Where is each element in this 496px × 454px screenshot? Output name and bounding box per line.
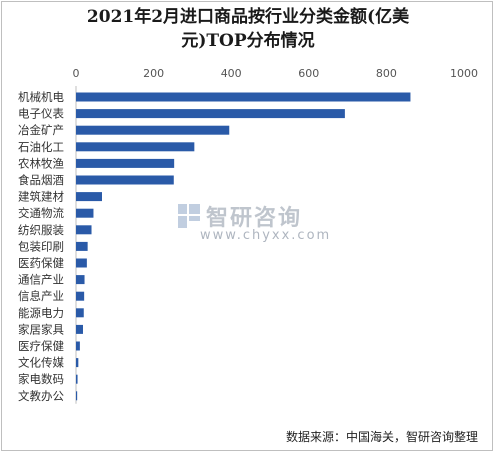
category-label: 纺织服装 — [18, 223, 64, 237]
bar — [76, 391, 78, 401]
x-tick-label: 1000 — [450, 67, 478, 80]
bar — [76, 158, 175, 168]
bar — [76, 241, 88, 251]
category-label: 医药保健 — [18, 256, 64, 270]
category-label: 医疗保健 — [18, 339, 64, 353]
bar — [76, 374, 78, 384]
bar — [76, 308, 84, 318]
watermark-url: www.chyxx.com — [200, 228, 332, 243]
x-tick-label: 200 — [143, 67, 164, 80]
bar — [76, 208, 94, 218]
bar — [76, 92, 411, 102]
category-label: 通信产业 — [18, 273, 64, 287]
x-tick-label: 400 — [221, 67, 242, 80]
bar — [76, 341, 80, 351]
category-label: 家电数码 — [18, 372, 64, 386]
category-label: 交通物流 — [18, 206, 64, 220]
bar — [76, 358, 79, 368]
chart-title: 2021年2月进口商品按行业分类金额(亿美 元)TOP分布情况 — [0, 5, 496, 53]
category-label: 食品烟酒 — [18, 173, 64, 187]
chart-title-line-1: 2021年2月进口商品按行业分类金额(亿美 — [86, 7, 410, 27]
category-label: 石油化工 — [18, 140, 64, 154]
category-label: 包装印刷 — [18, 239, 64, 253]
bar — [76, 142, 195, 152]
source-note: 数据来源：中国海关，智研咨询整理 — [285, 430, 478, 444]
bar — [76, 225, 92, 235]
category-label: 文化传媒 — [18, 356, 64, 370]
bar — [76, 109, 345, 119]
bar — [76, 324, 83, 334]
category-label: 建筑建材 — [18, 190, 64, 204]
chart-title-line-2: 元)TOP分布情况 — [181, 31, 315, 51]
bar — [76, 175, 174, 185]
watermark-logo-icon — [178, 204, 200, 228]
watermark: 智研咨询 — [178, 200, 302, 232]
category-label: 机械机电 — [18, 90, 64, 104]
bar — [76, 275, 85, 285]
category-label: 能源电力 — [18, 306, 64, 320]
category-label: 农林牧渔 — [18, 156, 64, 170]
bar — [76, 192, 102, 202]
x-tick-label: 0 — [73, 67, 80, 80]
watermark-name: 智研咨询 — [206, 206, 303, 231]
bar — [76, 291, 85, 301]
category-label: 冶金矿产 — [18, 123, 64, 137]
category-label: 家居家具 — [18, 322, 64, 336]
x-tick-label: 800 — [376, 67, 397, 80]
bar — [76, 258, 87, 268]
category-label: 信息产业 — [18, 289, 64, 303]
category-label: 文教办公 — [18, 389, 64, 403]
x-tick-label: 600 — [298, 67, 319, 80]
category-label: 电子仪表 — [18, 107, 64, 121]
bar — [76, 125, 230, 135]
